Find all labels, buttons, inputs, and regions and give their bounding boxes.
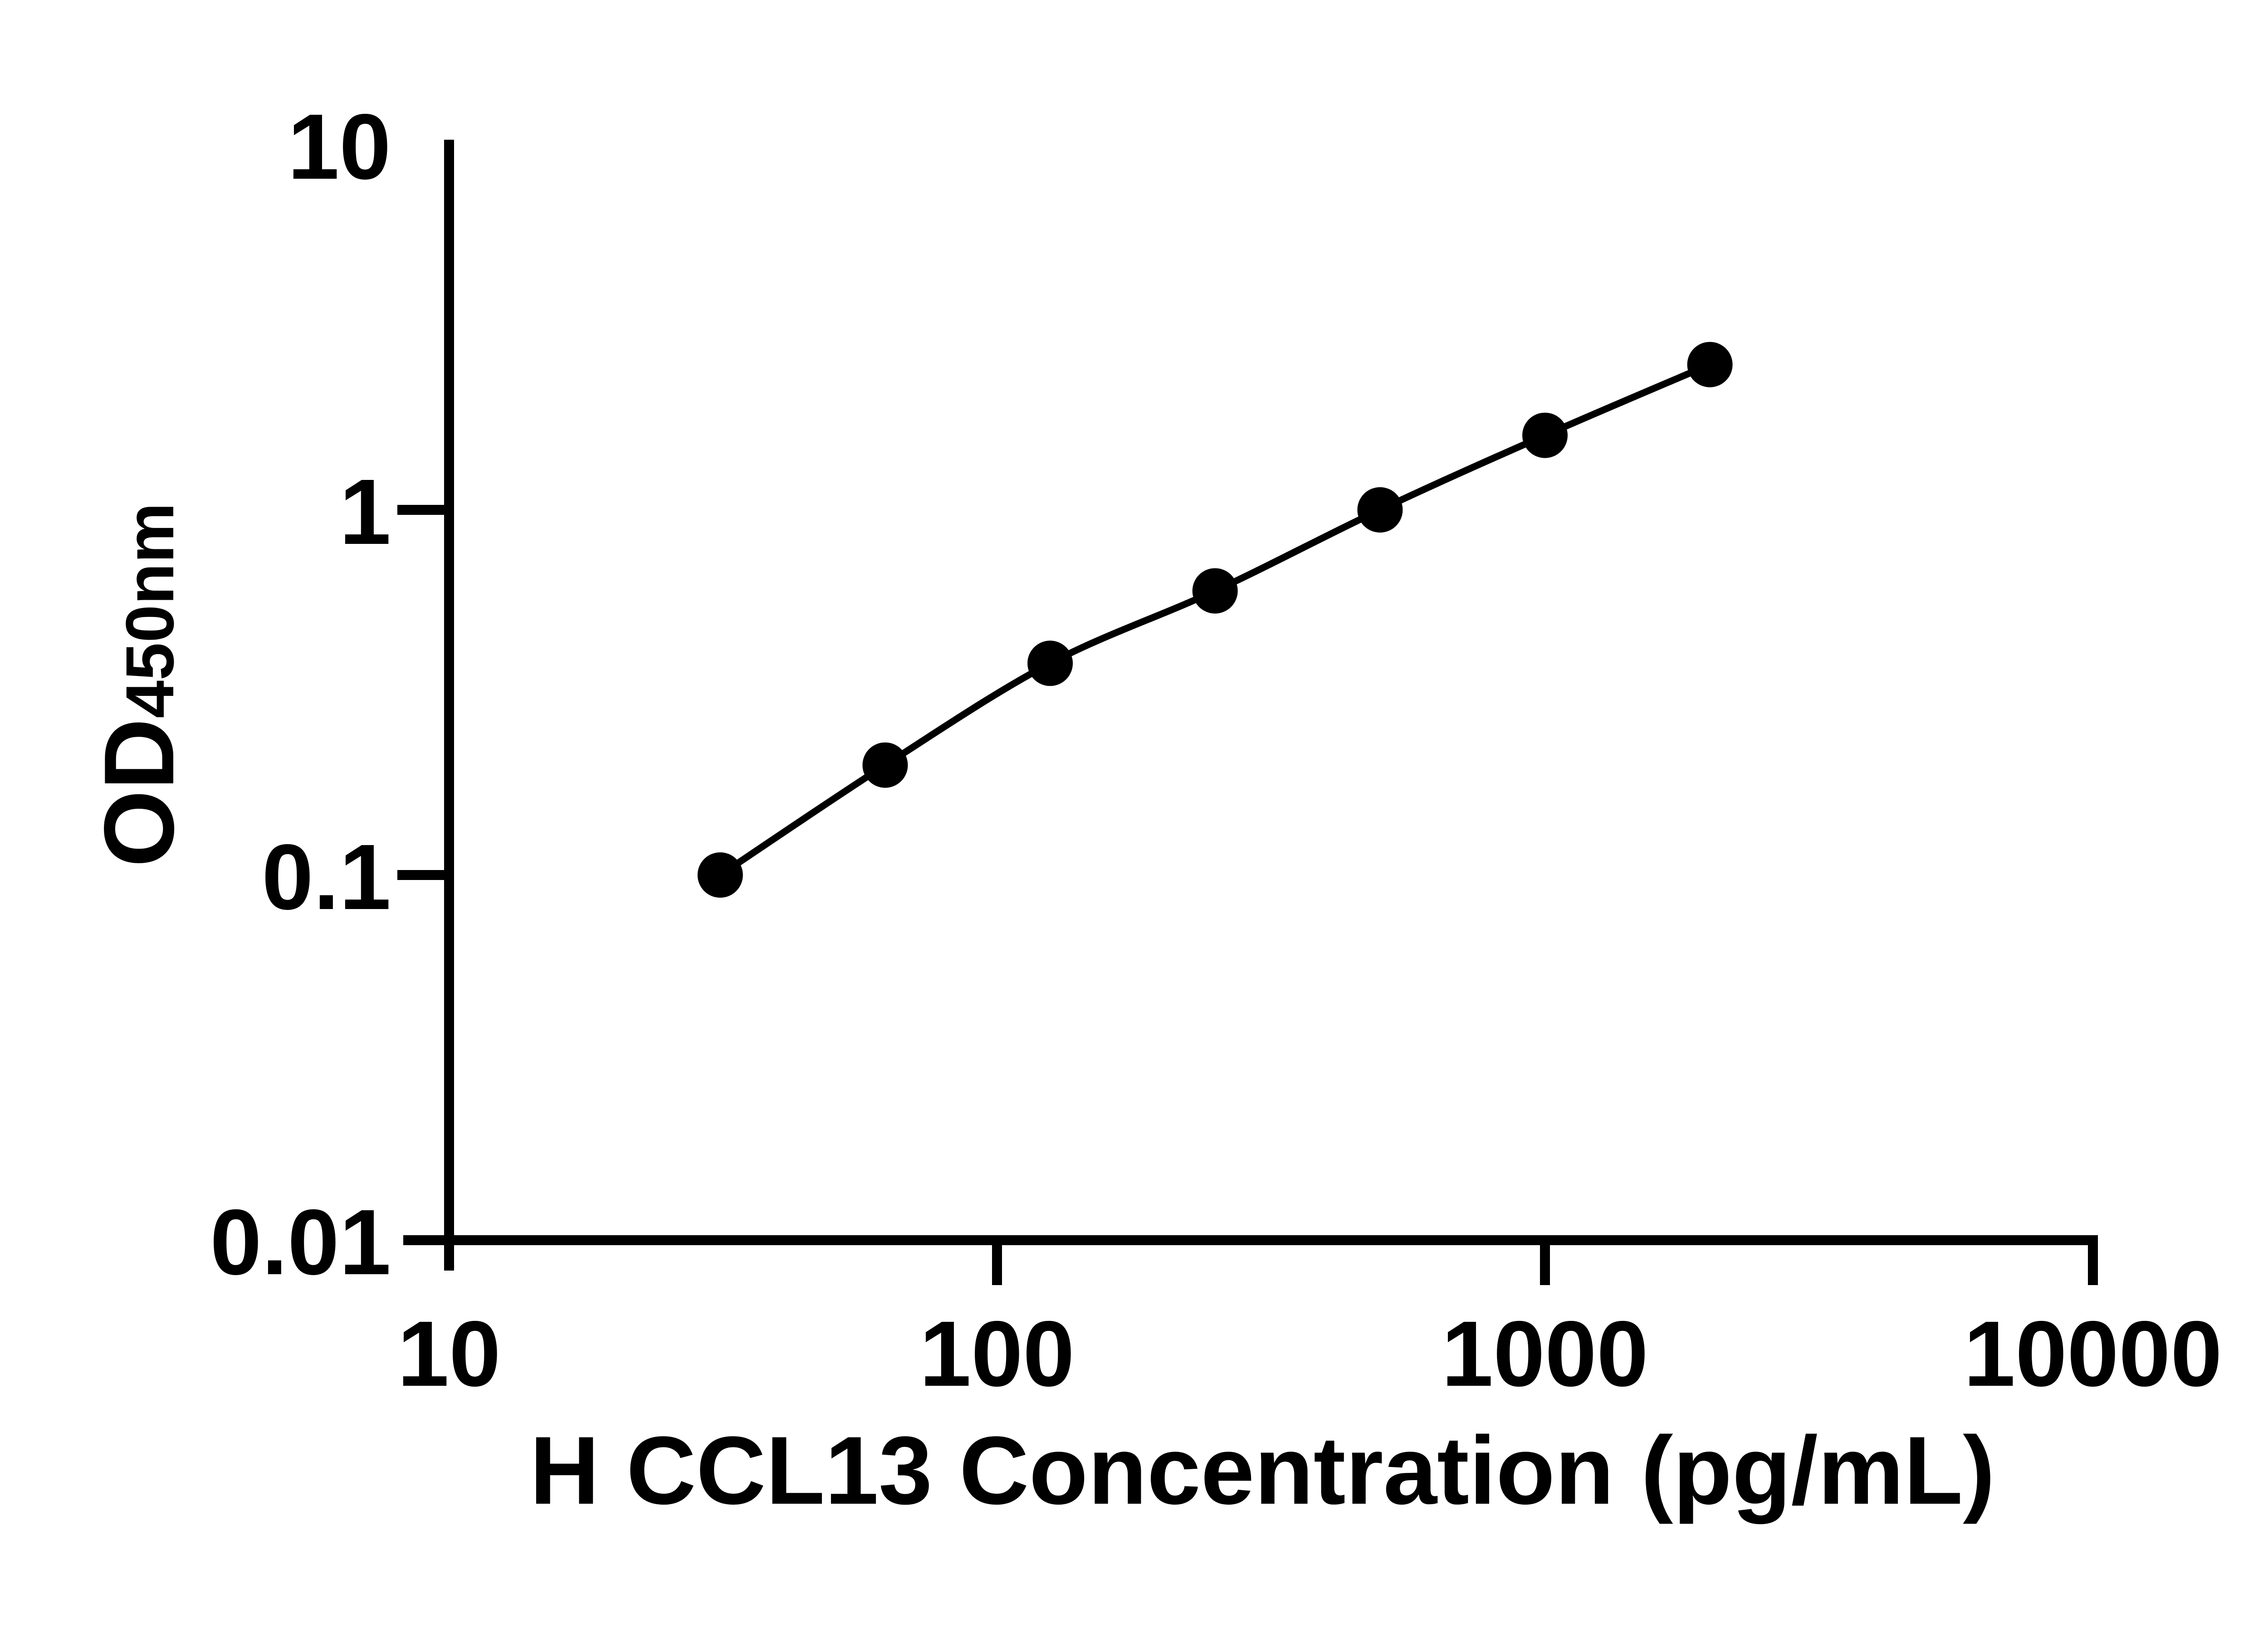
svg-text:1: 1 <box>339 460 391 564</box>
svg-text:100: 100 <box>919 1302 1075 1406</box>
svg-text:H CCL13 Concentration (pg/mL): H CCL13 Concentration (pg/mL) <box>530 1417 1995 1525</box>
svg-text:0.1: 0.1 <box>262 825 391 929</box>
svg-text:10: 10 <box>288 95 391 199</box>
svg-text:10: 10 <box>397 1302 501 1406</box>
svg-text:0.01: 0.01 <box>210 1190 391 1294</box>
svg-text:1000: 1000 <box>1442 1302 1648 1406</box>
svg-text:10000: 10000 <box>1964 1302 2222 1406</box>
